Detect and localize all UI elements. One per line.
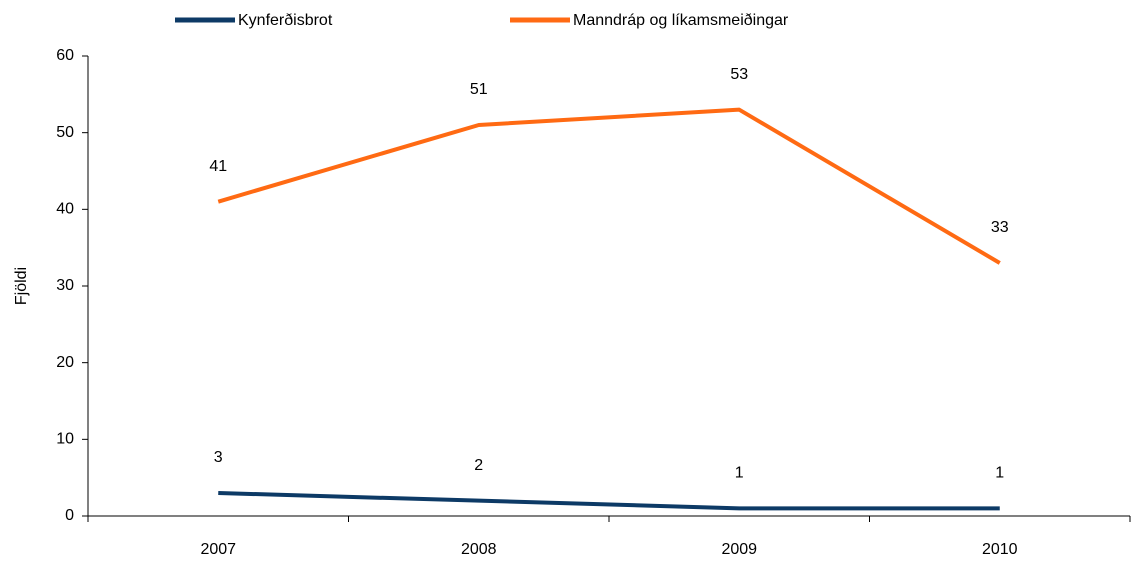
y-tick-label: 30 — [56, 277, 74, 294]
series-line — [218, 491, 1000, 511]
y-axis-label: Fjöldi — [13, 267, 30, 305]
y-tick-label: 40 — [56, 201, 74, 218]
x-tick-label: 2010 — [982, 541, 1018, 558]
y-tick-label: 10 — [56, 431, 74, 448]
data-label: 1 — [735, 465, 744, 482]
legend-label: Manndráp og líkamsmeiðingar — [573, 12, 789, 29]
data-label: 1 — [995, 465, 1004, 482]
y-tick-label: 50 — [56, 124, 74, 141]
data-label: 41 — [209, 158, 227, 175]
y-tick-label: 60 — [56, 47, 74, 64]
series-line — [217, 107, 1001, 265]
y-tick-label: 20 — [56, 354, 74, 371]
data-label: 2 — [474, 457, 483, 474]
data-label: 3 — [214, 449, 223, 466]
data-label: 51 — [470, 81, 488, 98]
data-label: 33 — [991, 219, 1009, 236]
x-tick-label: 2007 — [200, 541, 236, 558]
x-tick-label: 2009 — [721, 541, 757, 558]
legend-label: Kynferðisbrot — [238, 12, 333, 29]
y-tick-label: 0 — [65, 507, 74, 524]
data-label: 53 — [730, 66, 748, 83]
x-tick-label: 2008 — [461, 541, 497, 558]
